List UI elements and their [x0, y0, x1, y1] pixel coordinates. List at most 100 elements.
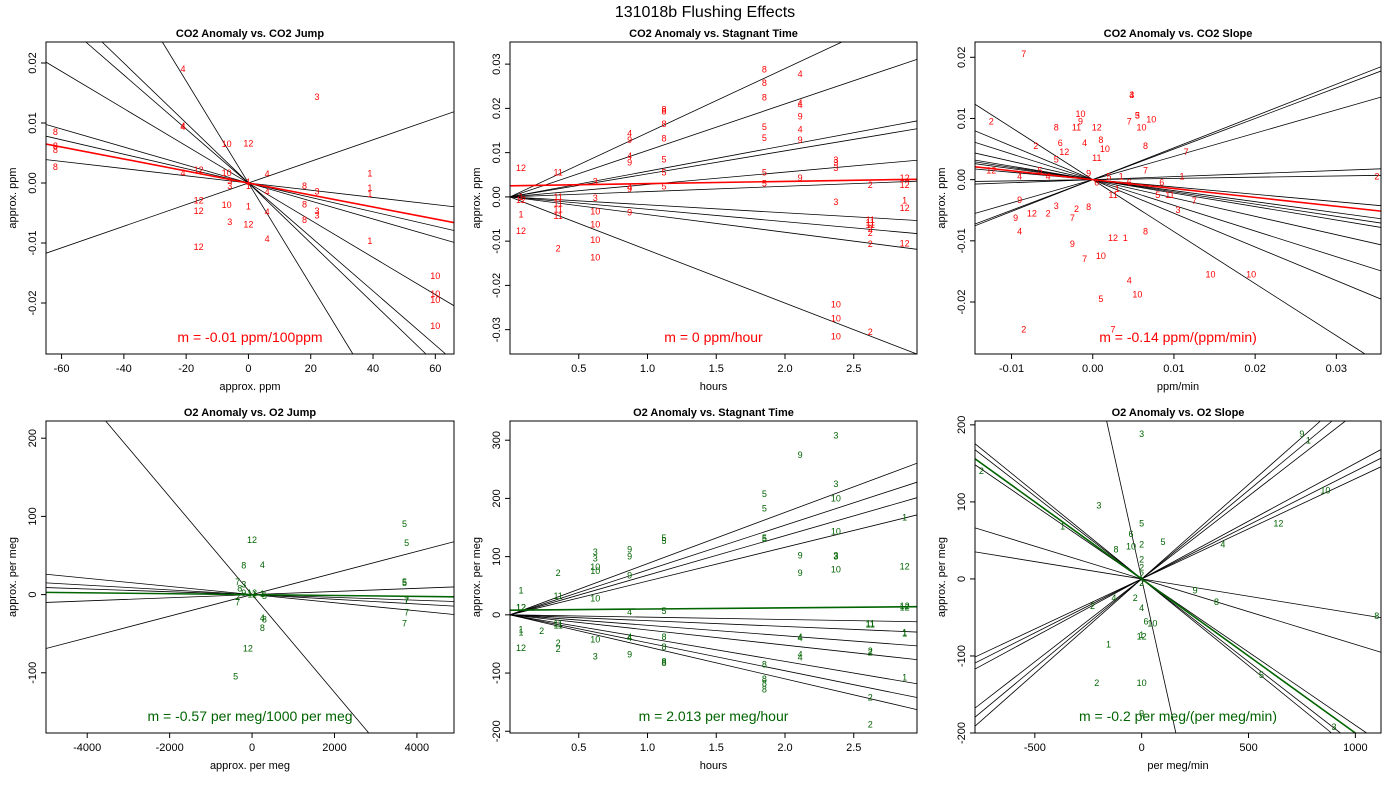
data-point: 2 — [989, 117, 994, 127]
y-tick-label: -0.03 — [491, 317, 503, 342]
data-point: 2 — [868, 224, 873, 234]
data-point: 12 — [516, 163, 526, 173]
data-point: 12 — [516, 195, 526, 205]
regression-line — [85, 42, 446, 354]
data-point: 4 — [627, 607, 632, 617]
data-point: 10 — [1137, 678, 1147, 688]
data-point: 9 — [627, 157, 632, 167]
x-tick-label: 2.5 — [846, 363, 861, 375]
slope-annotation: m = -0.01 ppm/100ppm — [177, 329, 322, 345]
data-point: 8 — [1143, 227, 1148, 237]
data-point: 9 — [1013, 213, 1018, 223]
data-point: 4 — [265, 234, 270, 244]
regression-line — [510, 128, 917, 198]
regression-line — [975, 142, 1381, 272]
data-point: 8 — [53, 162, 58, 172]
data-point: 11 — [866, 220, 875, 230]
data-point: 1 — [902, 513, 907, 523]
data-point: 11 — [553, 619, 562, 629]
data-point: 11 — [1072, 123, 1081, 133]
regression-line — [510, 497, 917, 616]
data-point: 3 — [1129, 90, 1134, 100]
data-point: 5 — [1259, 670, 1264, 680]
regression-line — [510, 614, 917, 698]
data-point: 5 — [404, 538, 409, 548]
regression-line — [975, 130, 1381, 300]
y-tick-label: -200 — [491, 720, 503, 742]
data-point: 5 — [1098, 294, 1103, 304]
data-point: 10 — [590, 219, 600, 229]
y-tick-label: -0.01 — [491, 229, 503, 254]
data-point: 8 — [1098, 135, 1103, 145]
y-tick-label: -100 — [956, 645, 968, 667]
data-point: 7 — [1192, 196, 1197, 206]
regression-line — [975, 421, 1346, 709]
data-point: 1 — [1139, 630, 1144, 640]
regression-line — [975, 163, 1381, 220]
data-point: 9 — [627, 184, 632, 194]
y-axis-label: approx. per meg — [471, 537, 483, 617]
plot-frame — [509, 420, 918, 734]
data-point: 5 — [402, 519, 407, 529]
regression-line — [975, 449, 1381, 670]
data-point: 2 — [1021, 325, 1026, 335]
panel-5: O2 Anomaly vs. Stagnant Time112121112211… — [471, 407, 918, 772]
regression-line — [975, 96, 1381, 214]
panel-3: CO2 Anomaly vs. CO2 Slope721255244912943… — [936, 28, 1382, 393]
y-tick-label: -100 — [27, 662, 39, 684]
data-point: 4 — [1046, 172, 1051, 182]
fit-line — [510, 178, 917, 187]
data-point: 2 — [868, 239, 873, 249]
data-point: 2 — [1139, 578, 1144, 588]
data-point: 8 — [1086, 202, 1091, 212]
data-point: 9 — [1078, 117, 1083, 127]
slope-annotation: m = 2.013 per meg/hour — [639, 708, 789, 724]
data-point: 9 — [627, 545, 632, 555]
data-point: 10 — [831, 299, 841, 309]
data-point: 8 — [1374, 611, 1379, 621]
data-point: 5 — [661, 536, 666, 546]
data-point: 4 — [798, 98, 803, 108]
data-point: 5 — [661, 533, 666, 543]
y-axis-label: approx. ppm — [471, 167, 483, 228]
data-point: 12 — [516, 602, 526, 612]
data-point: 9 — [627, 135, 632, 145]
y-tick-label: 0.01 — [491, 142, 503, 163]
data-point: 1 — [1180, 172, 1185, 182]
y-tick-label: 0.02 — [956, 47, 968, 68]
data-point: 3 — [593, 193, 598, 203]
data-point: 11 — [553, 199, 562, 209]
data-point: 12 — [1137, 632, 1147, 642]
x-tick-label: 0.03 — [1326, 363, 1347, 375]
data-point: 12 — [516, 226, 526, 236]
data-point: 8 — [661, 106, 666, 116]
data-point: 3 — [1096, 501, 1101, 511]
regression-line — [510, 614, 917, 710]
data-point: 2 — [539, 626, 544, 636]
data-point: 9 — [798, 450, 803, 460]
y-tick-label: -200 — [956, 722, 968, 744]
regression-line — [975, 168, 1381, 207]
regression-line — [510, 180, 917, 198]
y-tick-label: 200 — [956, 416, 968, 434]
data-point: 4 — [1127, 276, 1132, 286]
data-point: 11 — [866, 620, 875, 630]
data-point: 11 — [866, 619, 875, 629]
y-tick-label: 200 — [491, 489, 503, 507]
data-point: 9 — [627, 552, 632, 562]
data-point: 2 — [556, 644, 561, 654]
data-point: 9 — [627, 570, 632, 580]
regression-line — [510, 196, 917, 354]
data-point: 7 — [1021, 49, 1026, 59]
data-point: 2 — [868, 646, 873, 656]
x-tick-label: 4000 — [405, 742, 429, 754]
regression-line — [975, 421, 1333, 718]
data-point: 1 — [246, 177, 251, 187]
regression-line — [510, 614, 917, 633]
data-point: 4 — [627, 183, 632, 193]
data-point: 12 — [243, 644, 253, 654]
regression-line — [101, 42, 427, 354]
data-point: 4 — [265, 187, 270, 197]
data-point: 7 — [1143, 165, 1148, 175]
